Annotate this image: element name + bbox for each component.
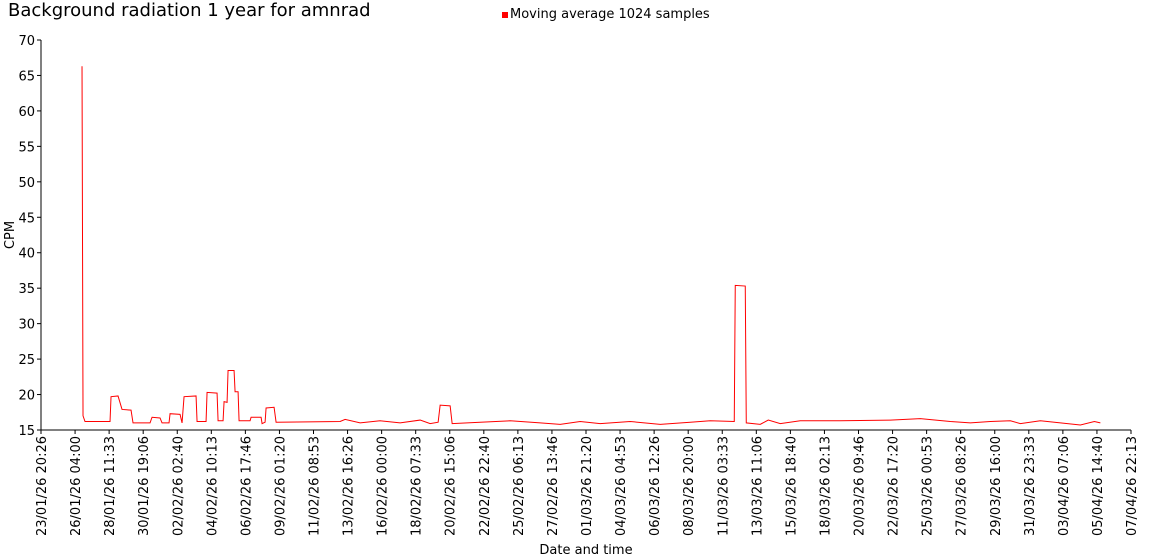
x-tick-label: 06/02/26 17:46 xyxy=(239,436,254,536)
x-axis-label: Date and time xyxy=(539,543,632,558)
x-tick-label: 18/03/26 02:13 xyxy=(818,436,833,536)
y-tick-label: 45 xyxy=(18,211,35,226)
x-tick-label: 05/04/26 14:40 xyxy=(1091,436,1106,536)
x-tick-label: 22/03/26 17:20 xyxy=(887,436,902,536)
x-tick-label: 04/03/26 04:53 xyxy=(614,436,629,536)
x-tick-label: 27/02/26 13:46 xyxy=(546,436,561,536)
data-line xyxy=(81,66,1101,426)
x-tick-label: 13/03/26 11:06 xyxy=(750,436,765,536)
x-tick-label: 31/03/26 23:33 xyxy=(1023,436,1038,536)
x-tick-label: 16/02/26 00:00 xyxy=(376,436,391,536)
x-tick-label: 25/02/26 06:13 xyxy=(512,436,527,536)
x-tick-label: 07/04/26 22:13 xyxy=(1125,436,1140,536)
y-tick-label: 15 xyxy=(18,424,35,439)
x-tick-label: 20/02/26 15:06 xyxy=(444,436,459,536)
x-tick-label: 28/01/26 11:33 xyxy=(103,436,118,536)
y-tick-label: 40 xyxy=(18,247,35,262)
x-tick-label: 29/03/26 16:00 xyxy=(989,436,1004,536)
legend-label: Moving average 1024 samples xyxy=(510,7,710,22)
x-tick-label: 11/03/26 03:33 xyxy=(716,436,731,536)
y-tick-label: 20 xyxy=(18,389,35,404)
x-tick-label: 30/01/26 19:06 xyxy=(137,436,152,536)
x-tick-label: 04/02/26 10:13 xyxy=(205,436,220,536)
x-tick-label: 18/02/26 07:33 xyxy=(410,436,425,536)
x-tick-label: 26/01/26 04:00 xyxy=(69,436,84,536)
x-tick-label: 06/03/26 12:26 xyxy=(648,436,663,536)
chart-title: Background radiation 1 year for amnrad xyxy=(8,0,371,21)
x-tick-label: 25/03/26 00:53 xyxy=(921,436,936,536)
x-tick-label: 11/02/26 08:53 xyxy=(308,436,323,536)
x-tick-label: 09/02/26 01:20 xyxy=(273,436,288,536)
x-tick-label: 23/01/26 20:26 xyxy=(35,436,50,536)
x-tick-label: 02/02/26 02:40 xyxy=(171,436,186,536)
y-tick-label: 50 xyxy=(18,176,35,191)
y-tick-label: 60 xyxy=(18,105,35,120)
x-tick-label: 27/03/26 08:26 xyxy=(955,436,970,536)
x-tick-label: 13/02/26 16:26 xyxy=(342,436,357,536)
y-tick-label: 70 xyxy=(18,34,35,49)
y-axis-label: CPM xyxy=(3,221,18,249)
x-tick-label: 15/03/26 18:40 xyxy=(784,436,799,536)
y-tick-label: 25 xyxy=(18,353,35,368)
legend-swatch xyxy=(502,12,508,18)
y-tick-label: 35 xyxy=(18,282,35,297)
x-tick-label: 03/04/26 07:06 xyxy=(1057,436,1072,536)
x-tick-label: 01/03/26 21:20 xyxy=(580,436,595,536)
x-tick-label: 08/03/26 20:00 xyxy=(682,436,697,536)
y-tick-label: 55 xyxy=(18,140,35,155)
y-tick-label: 65 xyxy=(18,69,35,84)
x-tick-label: 20/03/26 09:46 xyxy=(852,436,867,536)
x-tick-label: 22/02/26 22:40 xyxy=(478,436,493,536)
y-tick-label: 30 xyxy=(18,318,35,333)
